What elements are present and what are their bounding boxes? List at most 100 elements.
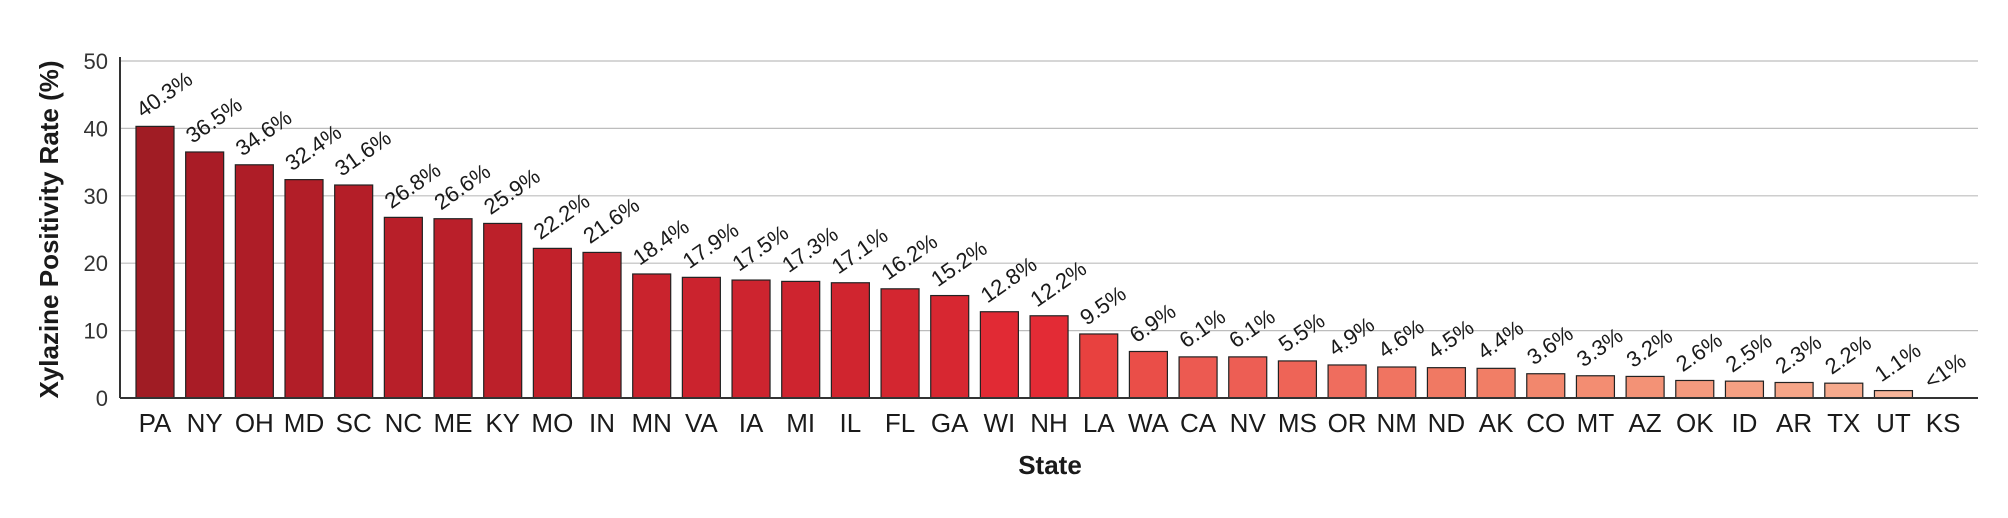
data-label: 17.5%: [728, 220, 793, 276]
bar: [532, 247, 572, 399]
bar: [830, 282, 870, 399]
x-tick-label: MI: [786, 408, 815, 438]
x-tick-label: NV: [1230, 408, 1267, 438]
x-tick-label: TX: [1827, 408, 1860, 438]
bar: [1029, 315, 1069, 399]
x-tick-label: NC: [385, 408, 423, 438]
bar: [681, 276, 721, 399]
bar: [1575, 375, 1616, 399]
data-label: 2.6%: [1671, 327, 1726, 376]
bars: [135, 125, 1914, 399]
bar: [1327, 364, 1367, 399]
bar: [433, 218, 473, 399]
bar: [1873, 389, 1914, 399]
y-tick-label: 20: [84, 251, 108, 276]
x-tick-label: NH: [1030, 408, 1068, 438]
bar: [1724, 380, 1765, 399]
bar: [1476, 367, 1516, 399]
y-axis-ticks: 0 10 20 30 40 50: [84, 49, 108, 411]
data-label: 17.3%: [777, 221, 842, 277]
x-tick-label: MS: [1278, 408, 1317, 438]
bar: [1277, 360, 1318, 399]
data-label: 2.5%: [1721, 328, 1776, 377]
data-label: 6.9%: [1125, 298, 1180, 347]
bar: [582, 251, 622, 399]
y-tick-label: 40: [84, 116, 108, 141]
bar: [1774, 381, 1814, 399]
x-tick-label: FL: [885, 408, 915, 438]
bar: [1675, 379, 1715, 399]
x-tick-label: OH: [235, 408, 274, 438]
bar: [781, 280, 821, 399]
bar: [930, 294, 970, 399]
x-axis-title: State: [1018, 450, 1082, 480]
y-tick-label: 30: [84, 184, 108, 209]
bar: [1824, 382, 1864, 399]
bar: [234, 164, 274, 399]
x-tick-label: UT: [1876, 408, 1911, 438]
x-tick-label: NM: [1377, 408, 1417, 438]
x-tick-label: ND: [1428, 408, 1466, 438]
x-tick-label: KY: [485, 408, 520, 438]
x-tick-label: AR: [1776, 408, 1812, 438]
bar: [1526, 373, 1566, 399]
x-tick-label: NY: [187, 408, 223, 438]
x-tick-label: VA: [685, 408, 718, 438]
x-tick-label: IL: [840, 408, 862, 438]
bar: [483, 222, 523, 399]
bar: [1228, 356, 1268, 399]
data-label: 3.6%: [1522, 321, 1577, 370]
data-label: 4.4%: [1473, 315, 1528, 364]
x-tick-label: WA: [1128, 408, 1170, 438]
bar: [135, 125, 175, 399]
x-tick-label: GA: [931, 408, 969, 438]
gridlines: [120, 60, 1978, 332]
x-tick-label: LA: [1083, 408, 1115, 438]
x-tick-label: CA: [1180, 408, 1217, 438]
data-label: 6.1%: [1224, 304, 1279, 353]
bar: [334, 184, 374, 399]
x-tick-label: ME: [434, 408, 473, 438]
data-label: 5.5%: [1274, 308, 1329, 357]
x-tick-label: CO: [1526, 408, 1565, 438]
bar: [1079, 333, 1119, 399]
data-label: 26.8%: [380, 157, 445, 213]
data-label: 2.3%: [1771, 329, 1826, 378]
x-tick-label: AK: [1479, 408, 1514, 438]
bar: [1178, 356, 1218, 399]
bar: [383, 216, 423, 399]
data-label: 9.5%: [1075, 281, 1130, 330]
data-label: 1.1%: [1870, 337, 1925, 386]
bar: [1426, 367, 1467, 399]
x-tick-label: IN: [589, 408, 615, 438]
x-tick-label: AZ: [1628, 408, 1661, 438]
y-tick-label: 0: [96, 386, 108, 411]
data-label: 3.3%: [1572, 323, 1627, 372]
x-tick-label: KS: [1926, 408, 1961, 438]
bar: [880, 288, 920, 399]
data-label: 2.2%: [1820, 330, 1875, 379]
x-tick-label: SC: [336, 408, 372, 438]
bar: [632, 273, 672, 399]
data-label: 4.9%: [1324, 312, 1379, 361]
bar: [284, 179, 324, 399]
bar: [731, 279, 771, 399]
y-axis-title: Xylazine Positivity Rate (%): [34, 60, 64, 398]
bar: [979, 311, 1019, 399]
x-tick-label: MD: [284, 408, 324, 438]
data-label: 4.5%: [1423, 315, 1478, 364]
bar: [185, 151, 225, 399]
x-tick-label: MN: [631, 408, 671, 438]
x-tick-label: MT: [1577, 408, 1615, 438]
x-tick-label: IA: [739, 408, 764, 438]
x-tick-label: PA: [139, 408, 172, 438]
data-label: 4.6%: [1373, 314, 1428, 363]
x-tick-label: WI: [984, 408, 1016, 438]
x-tick-label: OK: [1676, 408, 1714, 438]
data-label: 6.1%: [1175, 304, 1230, 353]
bar: [1377, 366, 1417, 399]
x-tick-label: ID: [1731, 408, 1757, 438]
x-tick-label: MO: [531, 408, 573, 438]
y-tick-label: 50: [84, 49, 108, 74]
